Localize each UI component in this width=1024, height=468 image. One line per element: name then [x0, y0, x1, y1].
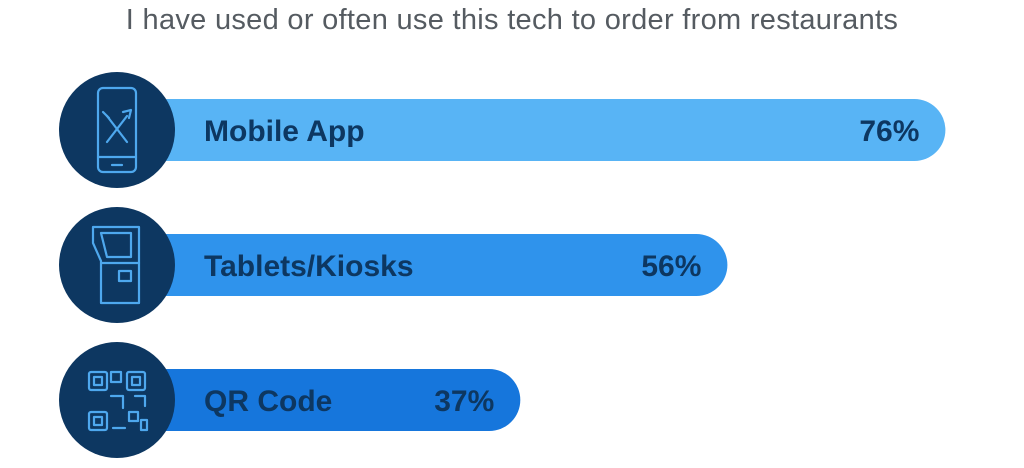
- icon-circle: [59, 342, 175, 458]
- bar-row: Mobile App 76%: [59, 72, 946, 188]
- bar: [150, 369, 521, 431]
- category-label: Mobile App: [204, 115, 365, 148]
- qr-code-icon: [87, 370, 149, 432]
- bar: [150, 234, 728, 296]
- value-label: 37%: [434, 385, 494, 418]
- mobile-phone-utensils-icon: [96, 86, 138, 174]
- bar: [150, 99, 946, 161]
- value-label: 56%: [641, 250, 701, 283]
- bar-row: QR Code 37%: [59, 342, 521, 458]
- icon-circle: [59, 207, 175, 323]
- value-label: 76%: [859, 115, 919, 148]
- category-label: QR Code: [204, 385, 332, 418]
- bar-row: Tablets/Kiosks 56%: [59, 207, 728, 323]
- kiosk-icon: [91, 225, 141, 305]
- category-label: Tablets/Kiosks: [204, 250, 414, 283]
- chart-title: I have used or often use this tech to or…: [125, 4, 899, 36]
